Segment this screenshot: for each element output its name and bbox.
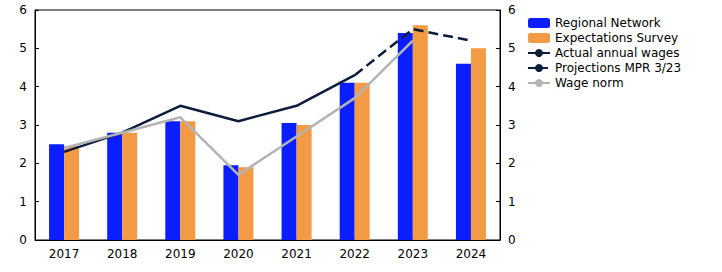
svg-text:2018: 2018	[107, 247, 138, 261]
svg-text:4: 4	[508, 80, 516, 94]
svg-text:0: 0	[19, 233, 27, 247]
svg-text:Actual annual wages: Actual annual wages	[555, 46, 680, 60]
svg-text:2: 2	[508, 156, 516, 170]
svg-text:6: 6	[19, 3, 27, 17]
svg-text:Wage norm: Wage norm	[555, 76, 624, 90]
svg-text:Regional Network: Regional Network	[555, 16, 661, 30]
svg-text:Projections MPR 3/23: Projections MPR 3/23	[555, 61, 681, 75]
svg-text:3: 3	[19, 118, 27, 132]
svg-text:0: 0	[508, 233, 516, 247]
svg-text:2019: 2019	[165, 247, 196, 261]
svg-text:1: 1	[508, 195, 516, 209]
svg-text:2023: 2023	[398, 247, 429, 261]
svg-text:2022: 2022	[339, 247, 370, 261]
svg-text:5: 5	[19, 41, 27, 55]
svg-text:6: 6	[508, 3, 516, 17]
svg-text:1: 1	[19, 195, 27, 209]
svg-text:2024: 2024	[456, 247, 487, 261]
svg-text:5: 5	[508, 41, 516, 55]
svg-text:4: 4	[19, 80, 27, 94]
svg-text:2020: 2020	[223, 247, 254, 261]
svg-text:Expectations Survey: Expectations Survey	[555, 31, 678, 45]
svg-text:2021: 2021	[281, 247, 312, 261]
svg-text:2: 2	[19, 156, 27, 170]
svg-text:3: 3	[508, 118, 516, 132]
svg-text:2017: 2017	[49, 247, 80, 261]
